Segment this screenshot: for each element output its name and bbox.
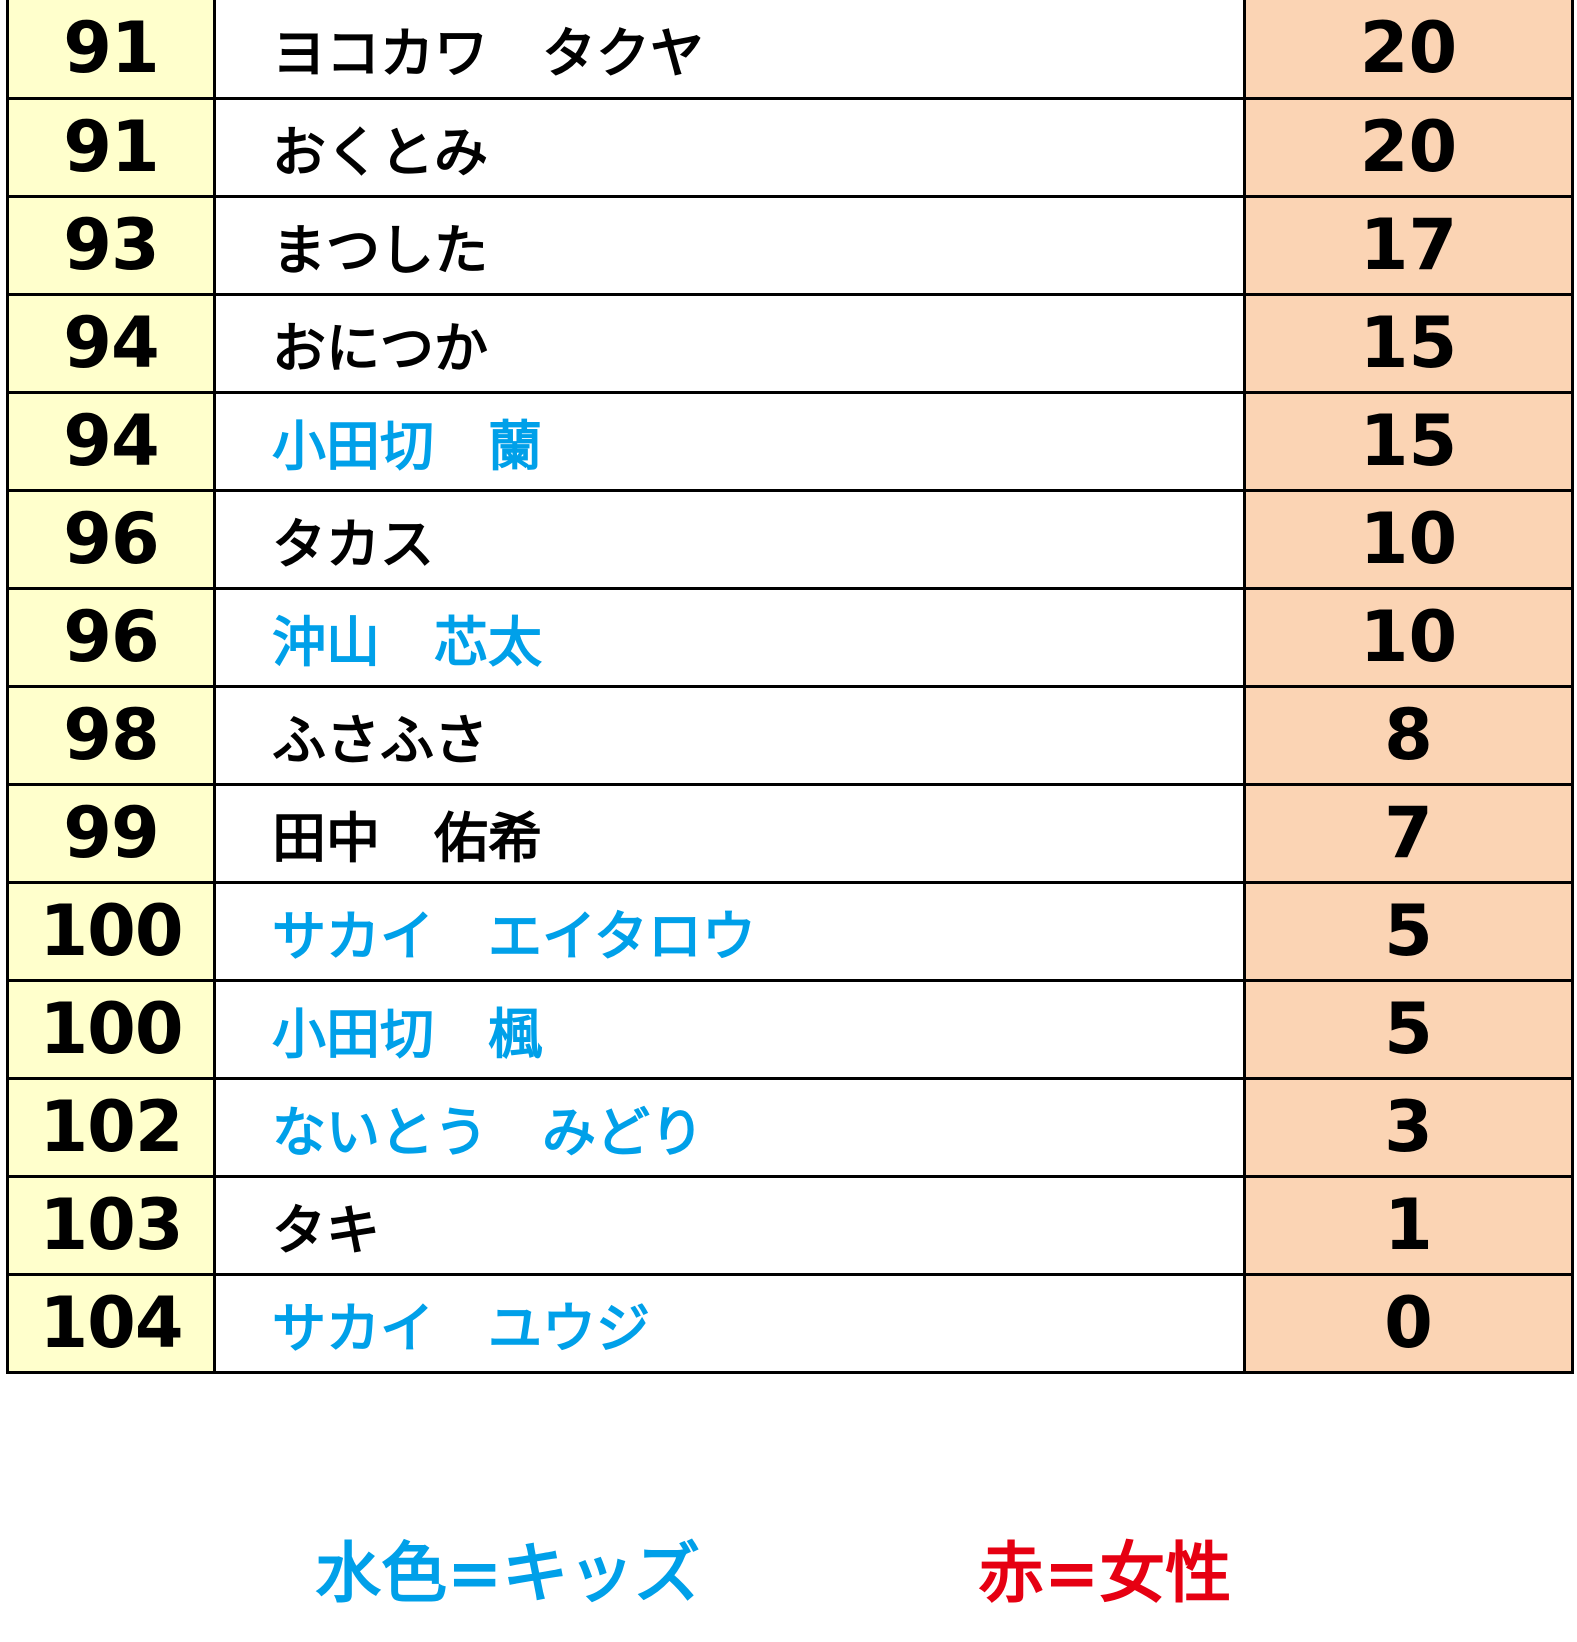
legend-female: 赤=女性 <box>978 1535 1232 1612</box>
legend-kids: 水色=キッズ <box>315 1535 701 1612</box>
name-cell: タカス <box>213 488 1246 590</box>
table-row: 104 サカイ ユウジ 0 <box>6 1272 1574 1374</box>
table-row: 91 おくとみ 20 <box>6 96 1574 198</box>
rank-cell: 103 <box>6 1174 216 1276</box>
name-cell: おくとみ <box>213 96 1246 198</box>
rank-cell: 99 <box>6 782 216 884</box>
name-cell: サカイ ユウジ <box>213 1272 1246 1374</box>
name-cell: サカイ エイタロウ <box>213 880 1246 982</box>
table-row: 91 ヨコカワ タクヤ 20 <box>6 0 1574 100</box>
rank-cell: 100 <box>6 978 216 1080</box>
score-cell: 17 <box>1243 194 1574 296</box>
name-cell: ふさふさ <box>213 684 1246 786</box>
name-cell: 小田切 蘭 <box>213 390 1246 492</box>
score-cell: 5 <box>1243 978 1574 1080</box>
rank-cell: 100 <box>6 880 216 982</box>
table-row: 99 田中 佑希 7 <box>6 782 1574 884</box>
rank-cell: 104 <box>6 1272 216 1374</box>
score-cell: 20 <box>1243 96 1574 198</box>
name-cell: まつした <box>213 194 1246 296</box>
name-cell: ないとう みどり <box>213 1076 1246 1178</box>
ranking-table-body: 91 ヨコカワ タクヤ 20 91 おくとみ 20 93 まつした 17 94 … <box>6 0 1574 1374</box>
table-row: 96 タカス 10 <box>6 488 1574 590</box>
name-cell: 田中 佑希 <box>213 782 1246 884</box>
score-cell: 10 <box>1243 586 1574 688</box>
table-row: 94 おにつか 15 <box>6 292 1574 394</box>
name-cell: タキ <box>213 1174 1246 1276</box>
table-row: 100 サカイ エイタロウ 5 <box>6 880 1574 982</box>
table-row: 93 まつした 17 <box>6 194 1574 296</box>
score-cell: 7 <box>1243 782 1574 884</box>
score-cell: 15 <box>1243 292 1574 394</box>
score-cell: 0 <box>1243 1272 1574 1374</box>
name-cell: おにつか <box>213 292 1246 394</box>
rank-cell: 102 <box>6 1076 216 1178</box>
ranking-table: 91 ヨコカワ タクヤ 20 91 おくとみ 20 93 まつした 17 94 … <box>6 0 1574 1374</box>
table-row: 94 小田切 蘭 15 <box>6 390 1574 492</box>
table-row: 100 小田切 楓 5 <box>6 978 1574 1080</box>
rank-cell: 96 <box>6 488 216 590</box>
table-row: 102 ないとう みどり 3 <box>6 1076 1574 1178</box>
name-cell: 小田切 楓 <box>213 978 1246 1080</box>
table-row: 96 沖山 芯太 10 <box>6 586 1574 688</box>
name-cell: ヨコカワ タクヤ <box>213 0 1246 100</box>
score-cell: 20 <box>1243 0 1574 100</box>
score-cell: 10 <box>1243 488 1574 590</box>
name-cell: 沖山 芯太 <box>213 586 1246 688</box>
rank-cell: 94 <box>6 292 216 394</box>
score-cell: 3 <box>1243 1076 1574 1178</box>
rank-cell: 91 <box>6 96 216 198</box>
table-row: 103 タキ 1 <box>6 1174 1574 1276</box>
score-cell: 5 <box>1243 880 1574 982</box>
rank-cell: 94 <box>6 390 216 492</box>
rank-cell: 91 <box>6 0 216 100</box>
score-cell: 15 <box>1243 390 1574 492</box>
score-cell: 1 <box>1243 1174 1574 1276</box>
score-cell: 8 <box>1243 684 1574 786</box>
table-row: 98 ふさふさ 8 <box>6 684 1574 786</box>
rank-cell: 96 <box>6 586 216 688</box>
rank-cell: 93 <box>6 194 216 296</box>
rank-cell: 98 <box>6 684 216 786</box>
